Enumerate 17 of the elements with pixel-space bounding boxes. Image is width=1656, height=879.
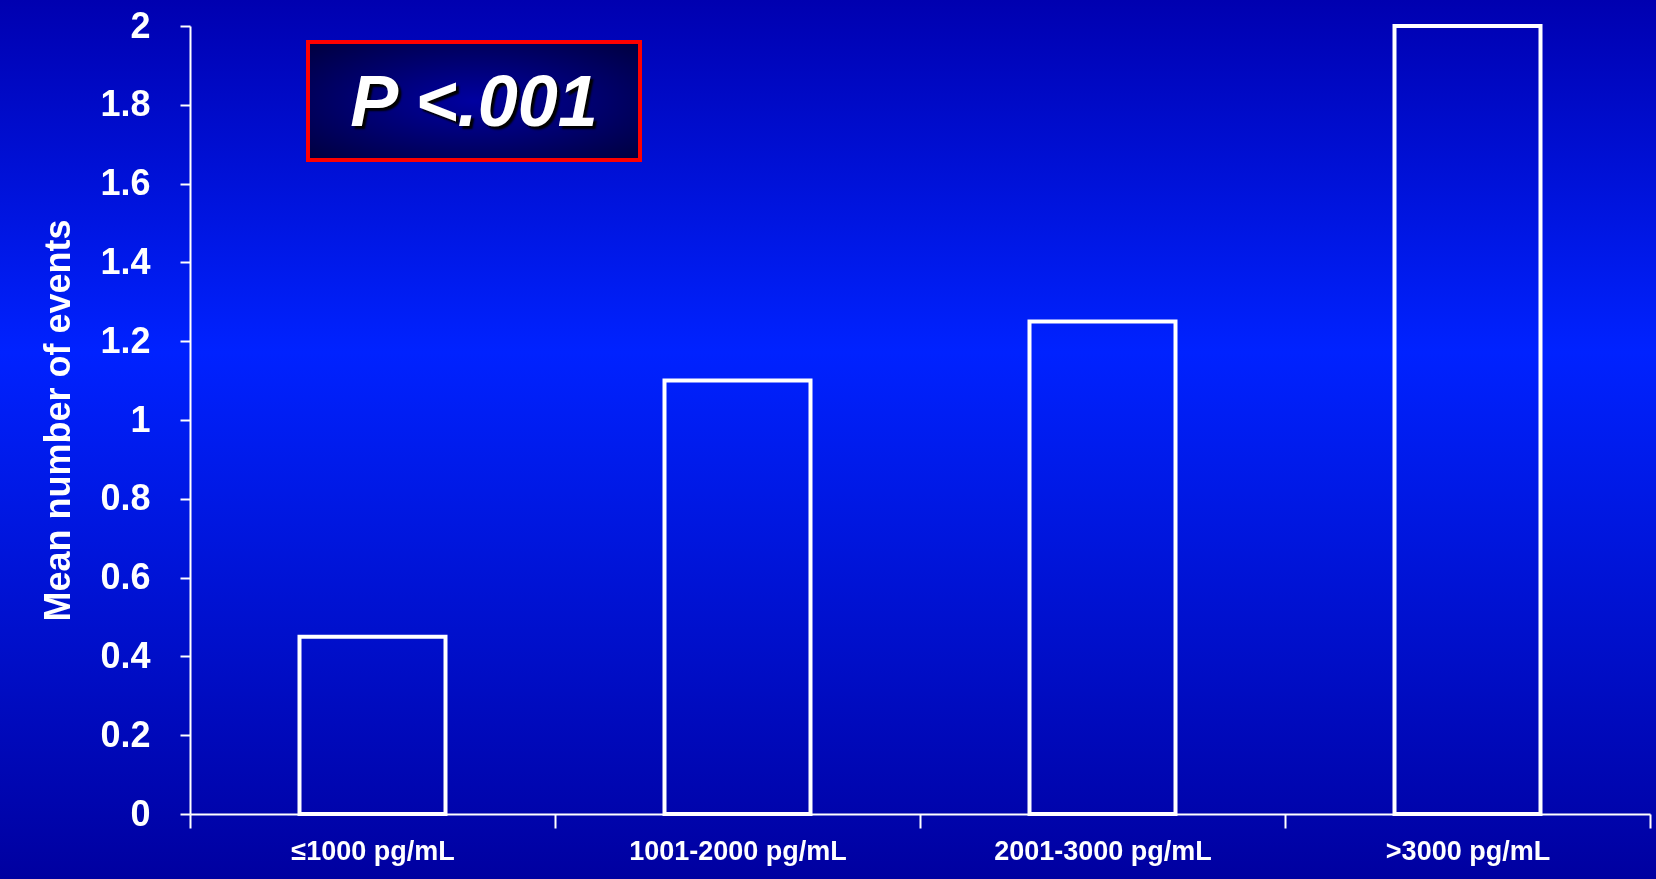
y-axis-title: Mean number of events [37,219,79,622]
x-tick-label: >3000 pg/mL [1385,835,1551,866]
y-tick-label: 0 [130,792,151,834]
y-tick-label: 2 [130,4,151,46]
y-tick-label: 1.4 [100,240,151,282]
y-tick-label: 1.2 [100,319,151,361]
y-tick-label: 1.6 [100,162,151,204]
y-tick-label: 1 [130,398,151,440]
x-tick-label: 1001-2000 pg/mL [629,835,847,866]
x-tick-label: 2001-3000 pg/mL [994,835,1212,866]
annotation: P <.001 [306,40,642,162]
y-tick-label: 0.4 [100,634,151,676]
y-tick-label: 0.6 [100,556,151,598]
y-tick-label: 1.8 [100,83,151,125]
y-tick-label: 0.2 [100,713,151,755]
y-tick-label: 0.8 [100,477,151,519]
x-tick-label: ≤1000 pg/mL [291,835,455,866]
